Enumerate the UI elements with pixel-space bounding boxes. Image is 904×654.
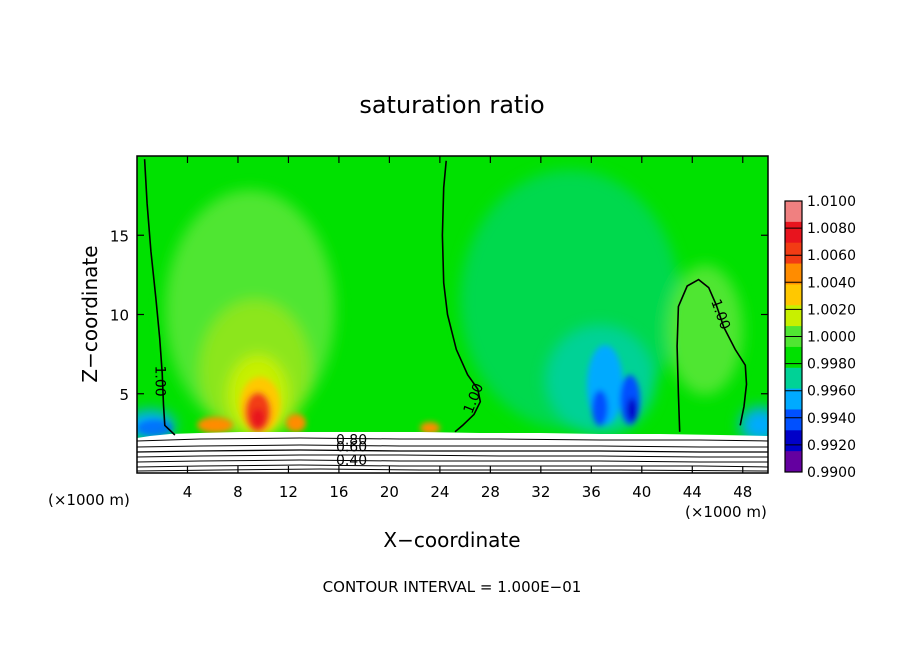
colorbar-swatch	[785, 346, 802, 369]
x-tick-label: 8	[233, 483, 243, 501]
x-unit-label-right: (×1000 m)	[685, 503, 767, 521]
colorbar-label: 0.9960	[807, 384, 856, 400]
y-axis-label: Z−coordinate	[78, 245, 102, 382]
heatmap-field	[137, 156, 768, 473]
colorbar-swatch	[785, 430, 802, 452]
x-tick-label: 20	[380, 483, 399, 501]
colorbar-swatch	[785, 221, 802, 244]
x-tick-label: 48	[733, 483, 752, 501]
contour-line-middle	[441, 160, 482, 433]
colorbar-label: 0.9920	[807, 438, 856, 454]
contour-interval-note: CONTOUR INTERVAL = 1.000E−01	[323, 578, 582, 596]
x-tick-label: 40	[632, 483, 651, 501]
colorbar-swatch	[785, 242, 802, 265]
colorbar-swatch	[785, 388, 802, 410]
colorbar: 1.0100 1.0080 1.0060 1.0040 1.0020 1.0000 0.99…	[784, 194, 856, 481]
contour-line-right	[676, 278, 748, 432]
colorbar-label: 1.0100	[807, 194, 856, 210]
x-tick-label: 44	[683, 483, 702, 501]
contour-label: 0.40	[336, 453, 367, 469]
x-tick-label: 36	[582, 483, 601, 501]
colorbar-label: 0.9900	[807, 465, 856, 481]
x-tick-label: 12	[279, 483, 298, 501]
x-tick-label: 4	[183, 483, 193, 501]
x-axis-label: X−coordinate	[383, 528, 520, 552]
colorbar-swatch	[785, 409, 802, 431]
y-tick-label: 10	[110, 307, 129, 325]
contour-label: 0.80	[336, 433, 367, 449]
colorbar-label: 1.0000	[807, 330, 856, 346]
colorbar-swatch	[785, 263, 802, 285]
colorbar-label: 1.0020	[807, 302, 856, 318]
x-axis: 4 8 12 16 20 24 28 32 36 40 44 48	[183, 156, 752, 501]
colorbar-label: 0.9940	[807, 411, 856, 427]
y-axis: 5 10 15	[110, 227, 768, 404]
y-tick-label: 15	[110, 227, 129, 245]
colorbar-label: 1.0060	[807, 248, 856, 264]
contour-label: 1.00	[152, 365, 168, 396]
x-tick-label: 28	[481, 483, 500, 501]
colorbar-swatch	[785, 305, 802, 327]
colorbar-swatch	[785, 284, 802, 306]
contour-line-left	[143, 159, 176, 436]
colorbar-label: 1.0080	[807, 221, 856, 237]
x-tick-label: 16	[329, 483, 348, 501]
contour-label: 0.60	[336, 440, 367, 456]
chart-title: saturation ratio	[359, 91, 544, 119]
x-tick-label: 24	[430, 483, 449, 501]
x-tick-label: 32	[531, 483, 550, 501]
x-unit-label-left: (×1000 m)	[48, 491, 130, 509]
colorbar-label: 1.0040	[807, 275, 856, 291]
colorbar-swatch	[785, 451, 802, 473]
y-tick-label: 5	[119, 386, 129, 404]
colorbar-label: 0.9980	[807, 357, 856, 373]
colorbar-swatch	[785, 367, 802, 390]
colorbar-swatch	[785, 201, 802, 223]
